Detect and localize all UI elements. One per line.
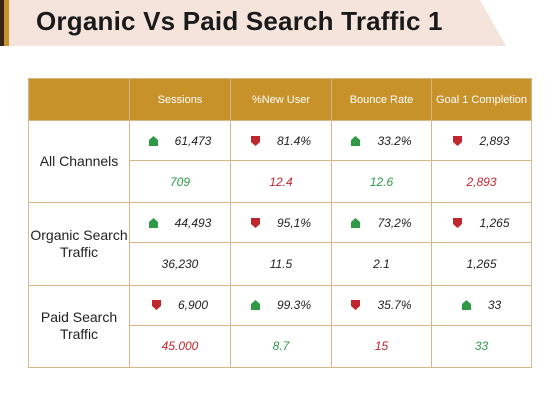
metric-value: 33.2% bbox=[377, 133, 412, 148]
house-up-icon bbox=[461, 300, 476, 311]
metric-cell: 6,900 bbox=[129, 284, 231, 326]
metric-cell: 73,2% bbox=[331, 202, 432, 244]
change-value: 2.1 bbox=[331, 242, 432, 286]
metric-value: 61,473 bbox=[174, 133, 212, 148]
table-row: Paid Search Traffic 6,900 99.3% 35.7% 33 bbox=[28, 284, 532, 369]
table-row: Organic Search Traffic 44,493 95,1% 73,2% 1,… bbox=[28, 202, 532, 286]
shield-down-icon bbox=[250, 135, 265, 146]
change-value: 15 bbox=[331, 324, 432, 369]
shield-down-icon bbox=[453, 217, 467, 228]
house-up-icon bbox=[351, 135, 365, 146]
metric-cell: 95,1% bbox=[230, 202, 332, 244]
row-label: All Channels bbox=[28, 119, 130, 204]
shield-down-icon bbox=[351, 300, 365, 311]
change-value: 11.5 bbox=[230, 242, 332, 286]
accent-bar-dark bbox=[0, 0, 4, 46]
change-value: 2,893 bbox=[431, 159, 532, 204]
metric-value: 2,893 bbox=[479, 133, 510, 148]
table-row: 709 12.4 12.6 2,893 bbox=[29, 159, 532, 204]
page-title: Organic Vs Paid Search Traffic 1 bbox=[36, 6, 443, 36]
header-new-user: %New User bbox=[230, 78, 332, 121]
row-label: Paid Search Traffic bbox=[28, 284, 130, 369]
table-row: All Channels 61,473 81.4% 33.2% 2,893 bbox=[28, 119, 532, 204]
header-goal-completion: Goal 1 Completion bbox=[431, 78, 532, 121]
change-value: 12.6 bbox=[331, 159, 432, 204]
house-up-icon bbox=[250, 300, 265, 311]
table-row: 45.000 8.7 15 33 bbox=[29, 324, 532, 369]
header-sessions: Sessions bbox=[129, 78, 231, 121]
metric-cell: 99.3% bbox=[230, 284, 332, 326]
accent-bar-gold bbox=[4, 0, 9, 46]
metric-value: 6,900 bbox=[177, 298, 209, 313]
change-value: 12.4 bbox=[230, 159, 332, 204]
house-up-icon bbox=[148, 135, 163, 146]
metric-cell: 1,265 bbox=[431, 202, 532, 244]
metric-cell: 81.4% bbox=[230, 120, 332, 161]
metric-value: 33 bbox=[487, 298, 502, 313]
traffic-table: Sessions %New User Bounce Rate Goal 1 Co… bbox=[28, 78, 532, 369]
shield-down-icon bbox=[453, 135, 467, 146]
metric-cell: 2,893 bbox=[431, 120, 532, 161]
header-corner bbox=[28, 78, 130, 121]
shield-down-icon bbox=[151, 300, 166, 311]
change-value: 45.000 bbox=[129, 324, 231, 369]
metric-value: 81.4% bbox=[276, 133, 312, 148]
shield-down-icon bbox=[250, 217, 265, 228]
change-value: 1,265 bbox=[431, 242, 532, 286]
title-band: Organic Vs Paid Search Traffic 1 bbox=[0, 0, 560, 46]
metric-value: 44,493 bbox=[174, 215, 212, 230]
house-up-icon bbox=[351, 217, 365, 228]
table-header-row: Sessions %New User Bounce Rate Goal 1 Co… bbox=[28, 78, 532, 121]
change-value: 33 bbox=[431, 324, 532, 369]
metric-cell: 33 bbox=[431, 284, 532, 326]
table-row: 36,230 11.5 2.1 1,265 bbox=[29, 242, 532, 286]
row-label: Organic Search Traffic bbox=[28, 202, 130, 286]
metric-cell: 44,493 bbox=[129, 202, 231, 244]
change-value: 709 bbox=[129, 159, 231, 204]
metric-cell: 33.2% bbox=[331, 120, 432, 161]
metric-cell: 35.7% bbox=[331, 284, 432, 326]
metric-value: 1,265 bbox=[479, 215, 510, 230]
metric-value: 99.3% bbox=[276, 298, 312, 313]
header-bounce-rate: Bounce Rate bbox=[331, 78, 432, 121]
metric-value: 35.7% bbox=[377, 298, 412, 313]
metric-value: 73,2% bbox=[377, 215, 412, 230]
title-band-shape bbox=[9, 0, 506, 46]
house-up-icon bbox=[148, 217, 163, 228]
metric-value: 95,1% bbox=[276, 215, 312, 230]
metric-cell: 61,473 bbox=[129, 120, 231, 161]
change-value: 36,230 bbox=[129, 242, 231, 286]
change-value: 8.7 bbox=[230, 324, 332, 369]
